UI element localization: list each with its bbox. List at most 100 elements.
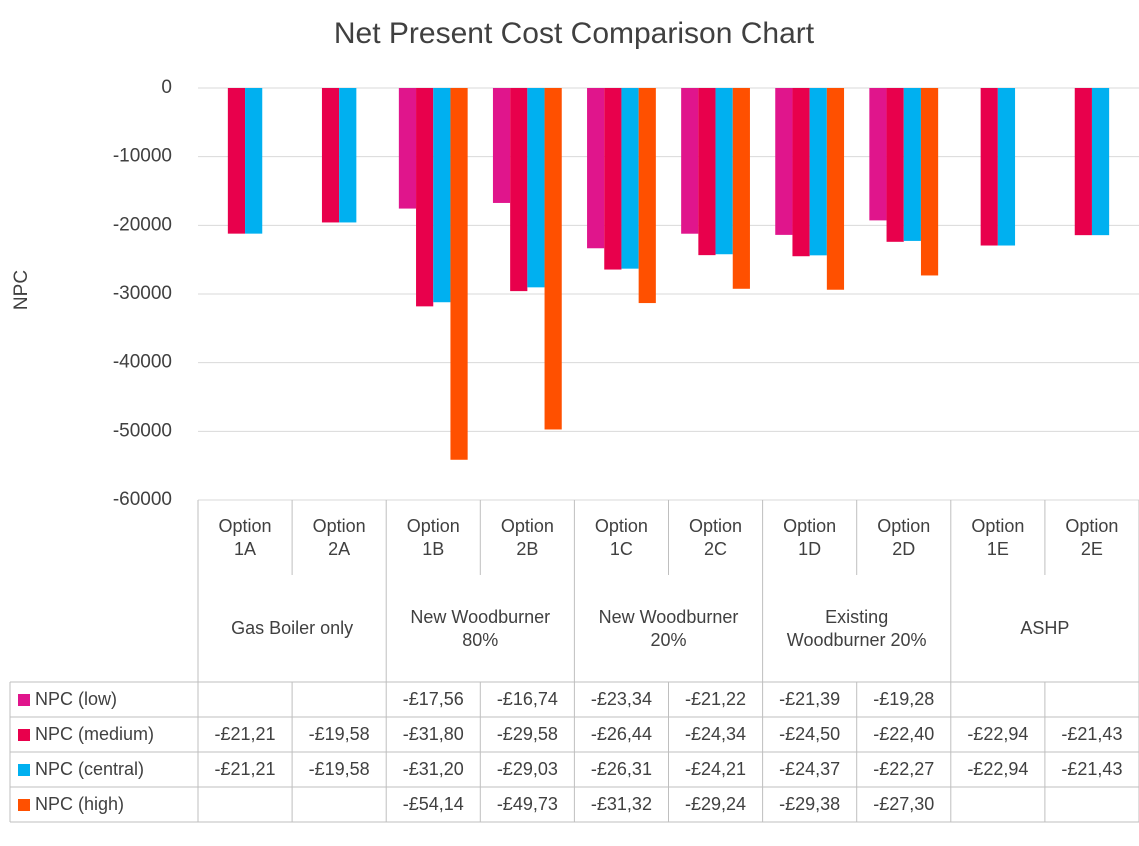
table-value-text: -£19,58 (308, 759, 370, 779)
table-value-text: -£31,20 (402, 759, 464, 779)
table-value-text: -£31,80 (402, 724, 464, 744)
bar (510, 88, 528, 292)
legend-entry: NPC (low) (10, 682, 198, 717)
table-value-text: -£22,27 (873, 759, 935, 779)
table-value: -£49,73 (480, 787, 574, 822)
group-label: New Woodburner 80% (386, 575, 574, 682)
category-label-text: Option 2C (689, 515, 743, 559)
table-value-text: -£22,94 (967, 724, 1029, 744)
bar (732, 88, 750, 289)
table-value: -£24,21 (669, 752, 763, 787)
category-label-text: Option 2E (1065, 515, 1119, 559)
category-label-text: Option 2D (877, 515, 931, 559)
legend-entry: NPC (central) (10, 752, 198, 787)
bar (398, 88, 417, 209)
table-value-text: -£21,21 (214, 724, 276, 744)
bar (1091, 88, 1110, 236)
table-value: -£17,56 (386, 682, 480, 717)
table-value-text: -£29,58 (496, 724, 558, 744)
table-value-text: -£31,32 (590, 794, 652, 814)
table-value-text: -£26,31 (590, 759, 652, 779)
bar (433, 88, 451, 303)
table-value: -£22,94 (951, 752, 1045, 787)
table-value-text: -£21,22 (685, 689, 747, 709)
bar (339, 88, 357, 223)
bar (544, 88, 562, 430)
group-label-text: New Woodburner 80% (410, 606, 551, 650)
group-label: New Woodburner 20% (574, 575, 762, 682)
legend-label: NPC (central) (35, 759, 145, 779)
y-tick-label: 0 (161, 77, 172, 98)
table-value-text: -£24,50 (779, 724, 841, 744)
table-value-text: -£29,38 (779, 794, 841, 814)
bar (621, 88, 639, 269)
y-tick-label: -40000 (113, 352, 172, 373)
table-value-text: -£19,58 (308, 724, 370, 744)
table-value: -£21,21 (198, 717, 292, 752)
y-tick-label: -50000 (113, 420, 172, 441)
group-label-text: Existing Woodburner 20% (786, 606, 927, 650)
table-value-text: -£54,14 (402, 794, 464, 814)
legend-swatch (18, 693, 30, 706)
table-value: -£21,39 (763, 682, 857, 717)
table-value: -£22,40 (857, 717, 951, 752)
table-value: -£21,22 (669, 682, 763, 717)
table-value-text: -£23,34 (590, 689, 652, 709)
bar (809, 88, 827, 256)
table-value-text: -£19,28 (873, 689, 935, 709)
y-tick-label: -10000 (113, 146, 172, 167)
table-value: -£26,44 (574, 717, 668, 752)
legend-entry: NPC (medium) (10, 717, 198, 752)
table-value-text: -£29,24 (685, 794, 747, 814)
table-value-text: -£21,39 (779, 689, 841, 709)
table-value: -£27,30 (857, 787, 951, 822)
group-label-text: ASHP (1020, 618, 1070, 638)
bar (227, 88, 246, 234)
category-label: Option 1E (951, 500, 1045, 575)
table-value-text: -£21,43 (1061, 724, 1123, 744)
table-value: -£31,80 (386, 717, 480, 752)
table-value-text: -£21,43 (1061, 759, 1123, 779)
y-tick-label: -60000 (113, 489, 172, 510)
table-value: -£22,27 (857, 752, 951, 787)
table-value-text: -£24,37 (779, 759, 841, 779)
table-value: -£21,21 (198, 752, 292, 787)
table-value: -£21,43 (1045, 717, 1139, 752)
category-label-text: Option 2A (312, 515, 366, 559)
category-label: Option 2B (480, 500, 574, 575)
table-value: -£29,38 (763, 787, 857, 822)
category-label-text: Option 1B (406, 515, 460, 559)
table-value-text: -£24,34 (685, 724, 747, 744)
y-axis-label: NPC (11, 270, 32, 310)
bar (450, 88, 468, 460)
bar (698, 88, 716, 256)
table-value: -£31,20 (386, 752, 480, 787)
bar (527, 88, 545, 288)
category-label: Option 2D (857, 500, 951, 575)
table-value: -£29,58 (480, 717, 574, 752)
bar (792, 88, 810, 257)
bar (715, 88, 733, 255)
group-label-text: New Woodburner 20% (598, 606, 739, 650)
table-value-text: -£27,30 (873, 794, 935, 814)
table-value: -£22,94 (951, 717, 1045, 752)
table-value-text: -£22,94 (967, 759, 1029, 779)
bar (638, 88, 656, 304)
bar (321, 88, 340, 223)
legend-label: NPC (high) (35, 794, 125, 814)
group-label: Gas Boiler only (198, 575, 386, 682)
category-label-text: Option 1C (594, 515, 648, 559)
category-label-text: Option 1D (783, 515, 837, 559)
bar (920, 88, 939, 276)
table-value: -£31,32 (574, 787, 668, 822)
table-value: -£21,43 (1045, 752, 1139, 787)
bar (416, 88, 434, 307)
group-label: Existing Woodburner 20% (763, 575, 951, 682)
bar (604, 88, 622, 270)
bar (245, 88, 263, 234)
y-tick-label: -30000 (113, 283, 172, 304)
category-label: Option 1D (763, 500, 857, 575)
table-value: -£24,34 (669, 717, 763, 752)
legend-label: NPC (low) (35, 689, 118, 709)
table-value-text: -£24,21 (685, 759, 747, 779)
